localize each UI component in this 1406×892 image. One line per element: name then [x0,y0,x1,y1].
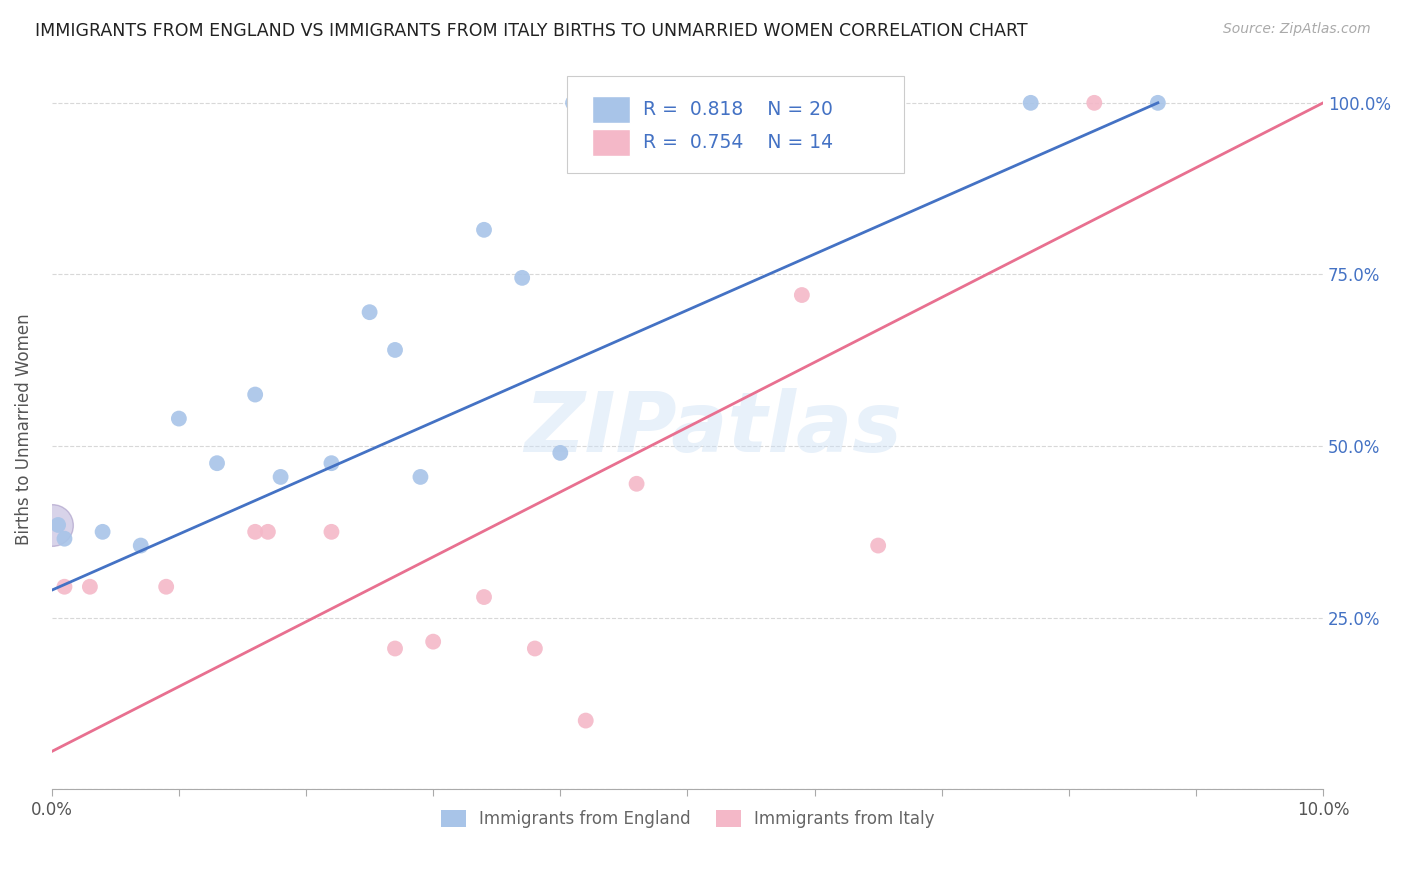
FancyBboxPatch shape [592,129,630,156]
Point [359,305,381,319]
Point [790,288,813,302]
Point [868,539,890,553]
Point [409,470,432,484]
Point [243,387,266,401]
Point [321,456,343,470]
Point [1083,95,1105,110]
Point [53,532,76,546]
Point [588,95,610,110]
FancyBboxPatch shape [567,76,904,173]
Point [41,518,63,533]
Y-axis label: Births to Unmarried Women: Births to Unmarried Women [15,313,32,545]
Point [129,539,152,553]
Point [868,95,890,110]
Point [575,714,598,728]
Point [155,580,177,594]
Point [550,446,572,460]
Point [626,476,648,491]
Point [53,580,76,594]
Point [1147,95,1170,110]
Point [321,524,343,539]
Point [257,524,280,539]
Text: R =  0.754    N = 14: R = 0.754 N = 14 [643,133,834,153]
Point [205,456,228,470]
Point [243,524,266,539]
Point [1019,95,1042,110]
Point [510,271,533,285]
Text: IMMIGRANTS FROM ENGLAND VS IMMIGRANTS FROM ITALY BIRTHS TO UNMARRIED WOMEN CORRE: IMMIGRANTS FROM ENGLAND VS IMMIGRANTS FR… [35,22,1028,40]
Text: R =  0.818    N = 20: R = 0.818 N = 20 [643,100,832,119]
Point [562,95,585,110]
Point [384,641,406,656]
FancyBboxPatch shape [592,95,630,123]
Point [523,641,546,656]
Point [270,470,292,484]
Point [472,590,495,604]
Point [167,411,190,425]
Legend: Immigrants from England, Immigrants from Italy: Immigrants from England, Immigrants from… [434,804,941,835]
Point [472,223,495,237]
Text: ZIPatlas: ZIPatlas [524,388,901,469]
Point [79,580,101,594]
Point [91,524,114,539]
Text: Source: ZipAtlas.com: Source: ZipAtlas.com [1223,22,1371,37]
Point [422,634,444,648]
Point [384,343,406,357]
Point [46,518,69,533]
